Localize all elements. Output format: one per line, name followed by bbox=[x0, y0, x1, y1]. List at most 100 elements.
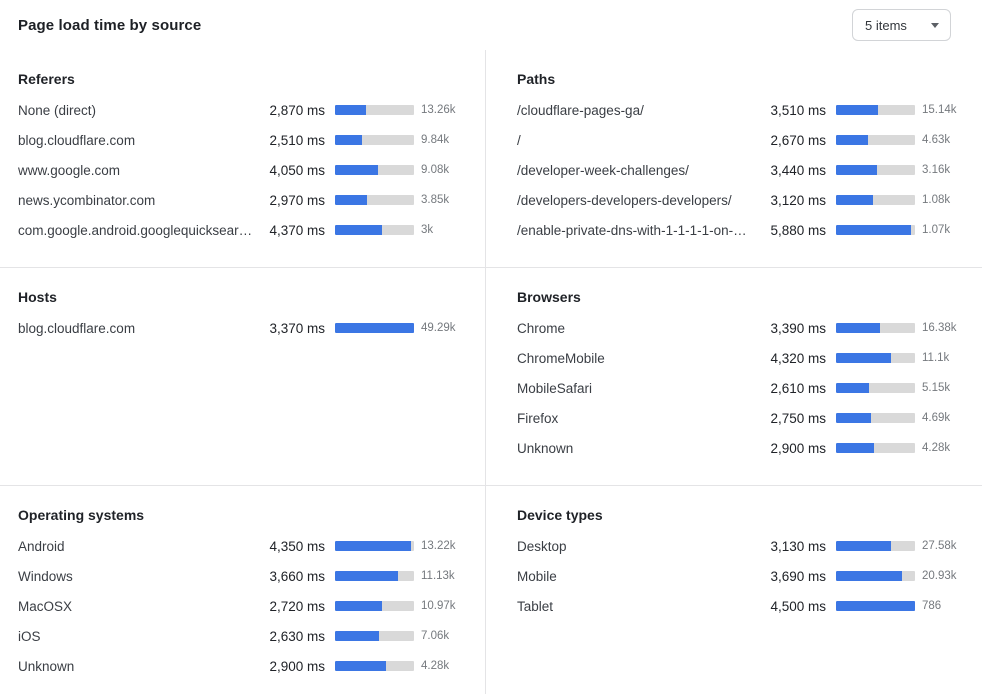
row-bar-fill bbox=[836, 571, 903, 581]
list-item: ChromeMobile 4,320 ms 11.1k bbox=[517, 343, 966, 373]
row-ms-value: 4,320 ms bbox=[770, 350, 826, 366]
row-label: Unknown bbox=[517, 440, 574, 456]
panels-grid: Referers None (direct) 2,870 ms 13.26k blog… bbox=[0, 50, 982, 694]
row-ms-value: 2,510 ms bbox=[269, 132, 325, 148]
row-bar-fill bbox=[836, 165, 878, 175]
row-label: /cloudflare-pages-ga/ bbox=[517, 102, 644, 118]
row-count: 16.38k bbox=[922, 322, 957, 334]
row-count: 7.06k bbox=[421, 630, 450, 642]
row-label: /enable-private-dns-with-1-1-1-1-on-… bbox=[517, 222, 747, 238]
row-ms-value: 2,750 ms bbox=[770, 410, 826, 426]
row-count: 4.69k bbox=[922, 412, 951, 424]
row-count: 3k bbox=[421, 224, 434, 236]
row-bar-fill bbox=[836, 383, 870, 393]
row-ms-value: 4,350 ms bbox=[269, 538, 325, 554]
row-bar bbox=[335, 323, 414, 333]
row-count: 4.28k bbox=[922, 442, 951, 454]
row-bar-fill bbox=[335, 541, 411, 551]
row-bar bbox=[335, 105, 414, 115]
row-bar bbox=[335, 541, 414, 551]
panel-browsers: Browsers Chrome 3,390 ms 16.38k ChromeMobil… bbox=[485, 267, 982, 485]
row-count: 9.84k bbox=[421, 134, 450, 146]
row-bar-fill bbox=[836, 413, 871, 423]
list-item: blog.cloudflare.com 2,510 ms 9.84k bbox=[18, 125, 465, 155]
row-bar bbox=[335, 601, 414, 611]
panel-device-types: Device types Desktop 3,130 ms 27.58k Mobile… bbox=[485, 485, 982, 694]
row-count: 3.16k bbox=[922, 164, 951, 176]
row-bar bbox=[335, 631, 414, 641]
row-bar bbox=[836, 323, 915, 333]
row-bar bbox=[836, 571, 915, 581]
list-item: Firefox 2,750 ms 4.69k bbox=[517, 403, 966, 433]
row-ms-value: 2,970 ms bbox=[269, 192, 325, 208]
row-count: 1.08k bbox=[922, 194, 951, 206]
list-item: MacOSX 2,720 ms 10.97k bbox=[18, 591, 465, 621]
row-ms-value: 2,670 ms bbox=[770, 132, 826, 148]
row-label: Firefox bbox=[517, 410, 559, 426]
row-bar-fill bbox=[836, 195, 874, 205]
row-ms-value: 3,370 ms bbox=[269, 320, 325, 336]
row-count: 13.22k bbox=[421, 540, 456, 552]
row-count: 20.93k bbox=[922, 570, 957, 582]
row-label: blog.cloudflare.com bbox=[18, 132, 136, 148]
row-bar bbox=[836, 353, 915, 363]
row-bar bbox=[335, 165, 414, 175]
list-item: news.ycombinator.com 2,970 ms 3.85k bbox=[18, 185, 465, 215]
row-bar bbox=[836, 195, 915, 205]
list-item: blog.cloudflare.com 3,370 ms 49.29k bbox=[18, 313, 465, 343]
list-item: www.google.com 4,050 ms 9.08k bbox=[18, 155, 465, 185]
row-count: 786 bbox=[922, 600, 942, 612]
list-item: /developer-week-challenges/3,440 ms 3.16k bbox=[517, 155, 966, 185]
paths-rows: /cloudflare-pages-ga/3,510 ms 15.14k / 2,67… bbox=[517, 95, 966, 245]
row-bar-fill bbox=[335, 661, 387, 671]
list-item: Android 4,350 ms 13.22k bbox=[18, 531, 465, 561]
row-label: Tablet bbox=[517, 598, 554, 614]
row-ms-value: 3,690 ms bbox=[770, 568, 826, 584]
row-label: / bbox=[517, 132, 521, 148]
row-count: 49.29k bbox=[421, 322, 456, 334]
row-bar-fill bbox=[335, 135, 362, 145]
row-count: 10.97k bbox=[421, 600, 456, 612]
row-ms-value: 4,500 ms bbox=[770, 598, 826, 614]
row-bar bbox=[335, 225, 414, 235]
row-bar bbox=[836, 541, 915, 551]
row-count: 9.08k bbox=[421, 164, 450, 176]
list-item: iOS 2,630 ms 7.06k bbox=[18, 621, 465, 651]
panel-hosts: Hosts blog.cloudflare.com 3,370 ms 49.29k bbox=[0, 267, 485, 485]
row-label: Android bbox=[18, 538, 65, 554]
row-label: Chrome bbox=[517, 320, 566, 336]
panel-referers: Referers None (direct) 2,870 ms 13.26k blog… bbox=[0, 50, 485, 267]
row-bar bbox=[836, 601, 915, 611]
row-ms-value: 5,880 ms bbox=[770, 222, 826, 238]
row-label: Mobile bbox=[517, 568, 557, 584]
row-ms-value: 2,900 ms bbox=[269, 658, 325, 674]
row-count: 5.15k bbox=[922, 382, 951, 394]
row-ms-value: 4,370 ms bbox=[269, 222, 325, 238]
row-label: /developer-week-challenges/ bbox=[517, 162, 689, 178]
list-item: Unknown 2,900 ms 4.28k bbox=[18, 651, 465, 681]
list-item: Chrome 3,390 ms 16.38k bbox=[517, 313, 966, 343]
list-item: Windows 3,660 ms 11.13k bbox=[18, 561, 465, 591]
list-item: MobileSafari 2,610 ms 5.15k bbox=[517, 373, 966, 403]
row-count: 1.07k bbox=[922, 224, 951, 236]
row-bar bbox=[836, 165, 915, 175]
list-item: Unknown 2,900 ms 4.28k bbox=[517, 433, 966, 463]
row-count: 4.63k bbox=[922, 134, 951, 146]
row-count: 3.85k bbox=[421, 194, 450, 206]
panel-title: Paths bbox=[517, 71, 556, 87]
row-label: www.google.com bbox=[18, 162, 121, 178]
row-count: 4.28k bbox=[421, 660, 450, 672]
items-count-select[interactable]: 5 items bbox=[852, 9, 951, 41]
list-item: Mobile 3,690 ms 20.93k bbox=[517, 561, 966, 591]
row-bar bbox=[836, 413, 915, 423]
referers-rows: None (direct) 2,870 ms 13.26k blog.cloudfla… bbox=[18, 95, 465, 245]
row-label: Windows bbox=[18, 568, 73, 584]
row-label: MacOSX bbox=[18, 598, 73, 614]
row-bar-fill bbox=[836, 225, 912, 235]
list-item: / 2,670 ms 4.63k bbox=[517, 125, 966, 155]
row-bar bbox=[335, 571, 414, 581]
row-label: /developers-developers-developers/ bbox=[517, 192, 732, 208]
row-ms-value: 4,050 ms bbox=[269, 162, 325, 178]
row-label: blog.cloudflare.com bbox=[18, 320, 136, 336]
